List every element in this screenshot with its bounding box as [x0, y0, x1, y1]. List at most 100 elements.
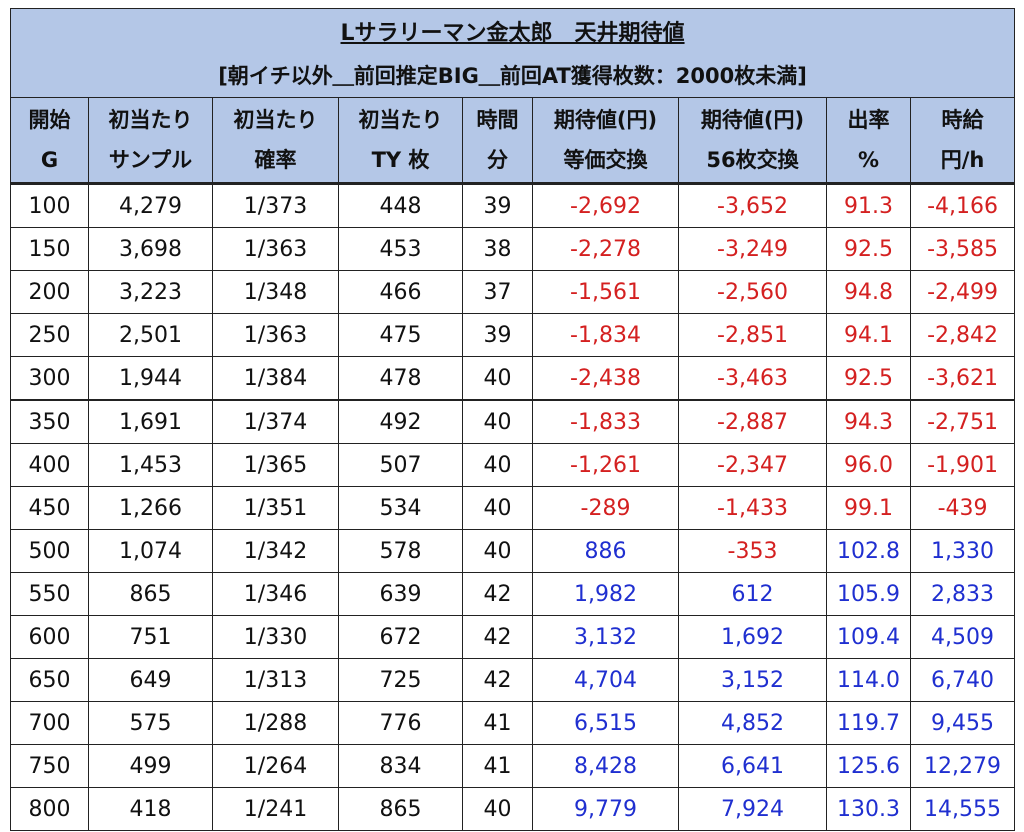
table-row: 750 499 1/264 834 41 8,428 6,641 125.6 12,279: [10, 744, 1016, 788]
cell-time: 40: [462, 486, 533, 530]
cell-start-game: 150: [10, 227, 89, 271]
cell-ev-56: 612: [678, 572, 827, 616]
header-line1: 時給: [941, 108, 984, 132]
column-header-ev-56: 期待値(円) 56枚交換: [678, 97, 827, 185]
cell-time: 40: [462, 443, 533, 487]
header-line2: 円/h: [940, 148, 985, 172]
header-line2: 分: [487, 148, 508, 172]
cell-time: 42: [462, 658, 533, 702]
cell-probability: 1/365: [212, 443, 339, 487]
cell-ev-56: -2,560: [678, 270, 827, 314]
cell-ev-equal: 1,982: [532, 572, 679, 616]
cell-ty: 534: [338, 486, 463, 530]
header-line1: 初当たり: [233, 108, 318, 132]
cell-sample: 3,223: [88, 270, 213, 314]
cell-ev-56: -353: [678, 529, 827, 573]
cell-start-game: 800: [10, 787, 89, 831]
cell-ev-56: -2,347: [678, 443, 827, 487]
cell-sample: 751: [88, 615, 213, 659]
cell-ev-56: 3,152: [678, 658, 827, 702]
cell-start-game: 100: [10, 183, 89, 228]
table-row: 700 575 1/288 776 41 6,515 4,852 119.7 9,455: [10, 701, 1016, 745]
table-subtitle: [朝イチ以外＿前回推定BIG＿前回AT獲得枚数：2000枚未満]: [9, 53, 1016, 98]
table-row: 300 1,944 1/384 478 40 -2,438 -3,463 92.5 -3,621: [10, 356, 1016, 401]
cell-ev-56: 7,924: [678, 787, 827, 831]
column-header-row: 開始 G 初当たり サンプル 初当たり確率 初当たり TY 枚 時間分 期待値(円) 等…: [10, 97, 1016, 185]
header-line2: TY 枚: [371, 148, 430, 172]
cell-time: 40: [462, 399, 533, 444]
cell-payout-rate: 99.1: [826, 486, 911, 530]
cell-sample: 3,698: [88, 227, 213, 271]
cell-probability: 1/264: [212, 744, 339, 788]
cell-ty: 725: [338, 658, 463, 702]
cell-ev-56: -2,851: [678, 313, 827, 357]
cell-ev-56: 4,852: [678, 701, 827, 745]
header-line1: 時間: [476, 108, 519, 132]
cell-time: 40: [462, 529, 533, 573]
cell-probability: 1/313: [212, 658, 339, 702]
cell-time: 38: [462, 227, 533, 271]
table-row: 250 2,501 1/363 475 39 -1,834 -2,851 94.1 -2,842: [10, 313, 1016, 357]
cell-ty: 478: [338, 356, 463, 401]
cell-payout-rate: 114.0: [826, 658, 911, 702]
cell-sample: 418: [88, 787, 213, 831]
cell-ev-equal: -1,561: [532, 270, 679, 314]
cell-sample: 575: [88, 701, 213, 745]
cell-hourly: -439: [909, 486, 1016, 530]
column-header-hourly: 時給円/h: [909, 97, 1016, 185]
cell-ty: 448: [338, 183, 463, 228]
header-line1: 初当たり: [358, 108, 443, 132]
cell-time: 41: [462, 744, 533, 788]
header-line2: 確率: [254, 148, 297, 172]
cell-hourly: 12,279: [909, 744, 1016, 788]
cell-ty: 492: [338, 399, 463, 444]
header-line1: 初当たり: [108, 108, 193, 132]
cell-ev-56: -3,463: [678, 356, 827, 401]
cell-probability: 1/351: [212, 486, 339, 530]
cell-ev-equal: -1,834: [532, 313, 679, 357]
column-header-probability: 初当たり 確率: [212, 97, 339, 185]
cell-hourly: 9,455: [909, 701, 1016, 745]
cell-ev-equal: 3,132: [532, 615, 679, 659]
cell-hourly: 2,833: [909, 572, 1016, 616]
cell-probability: 1/241: [212, 787, 339, 831]
cell-sample: 1,944: [88, 356, 213, 401]
cell-payout-rate: 105.9: [826, 572, 911, 616]
cell-ev-56: -1,433: [678, 486, 827, 530]
cell-probability: 1/288: [212, 701, 339, 745]
cell-ty: 865: [338, 787, 463, 831]
cell-sample: 4,279: [88, 183, 213, 228]
table-row: 500 1,074 1/342 578 40 886 -353 102.8 1,330: [10, 529, 1016, 573]
cell-sample: 1,074: [88, 529, 213, 573]
header-line1: 開始: [28, 108, 71, 132]
cell-payout-rate: 92.5: [826, 356, 911, 401]
cell-probability: 1/363: [212, 313, 339, 357]
cell-payout-rate: 94.8: [826, 270, 911, 314]
cell-hourly: 6,740: [909, 658, 1016, 702]
table-row: 350 1,691 1/374 492 40 -1,833 -2,887 94.3 -2,751: [10, 399, 1016, 444]
cell-time: 37: [462, 270, 533, 314]
column-header-time: 時間分: [462, 97, 533, 185]
cell-ev-equal: -289: [532, 486, 679, 530]
cell-ev-equal: 886: [532, 529, 679, 573]
table-row: 200 3,223 1/348 466 37 -1,561 -2,560 94.8 -2,499: [10, 270, 1016, 314]
cell-ev-56: -3,249: [678, 227, 827, 271]
table-title: Lサラリーマン金太郎 天井期待値: [9, 8, 1016, 53]
header-line2: 56枚交換: [706, 148, 799, 172]
cell-start-game: 350: [10, 399, 89, 444]
cell-ty: 466: [338, 270, 463, 314]
cell-ty: 639: [338, 572, 463, 616]
cell-hourly: -2,751: [909, 399, 1016, 444]
column-header-ev-equal: 期待値(円) 等価交換: [532, 97, 679, 185]
cell-sample: 649: [88, 658, 213, 702]
cell-start-game: 600: [10, 615, 89, 659]
cell-sample: 1,691: [88, 399, 213, 444]
cell-hourly: 14,555: [909, 787, 1016, 831]
cell-hourly: -3,621: [909, 356, 1016, 401]
cell-ev-equal: -2,438: [532, 356, 679, 401]
table-row: 450 1,266 1/351 534 40 -289 -1,433 99.1 -439: [10, 486, 1016, 530]
cell-payout-rate: 94.3: [826, 399, 911, 444]
header-line2: G: [40, 148, 59, 172]
cell-hourly: -1,901: [909, 443, 1016, 487]
column-header-sample: 初当たり サンプル: [88, 97, 213, 185]
